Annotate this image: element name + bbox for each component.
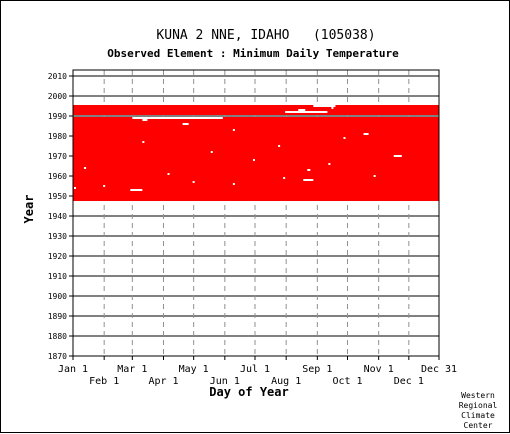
x-tick-label: Sep 1 — [302, 364, 332, 375]
y-tick-label: 2000 — [48, 92, 67, 101]
missing-data-gap — [84, 167, 87, 169]
chart-title: KUNA 2 NNE, IDAHO (105038) — [156, 28, 375, 43]
missing-data-gap — [232, 129, 235, 131]
x-tick-label: Nov 1 — [364, 364, 394, 375]
missing-data-gap — [192, 181, 195, 183]
missing-data-gap — [210, 151, 213, 153]
x-tick-label: Mar 1 — [117, 364, 147, 375]
missing-data-gap — [132, 117, 223, 119]
x-tick-label: Dec 1 — [394, 376, 424, 387]
missing-data-gap — [393, 155, 402, 157]
credit-line: Regional — [458, 401, 498, 410]
missing-data-gap — [307, 169, 311, 171]
missing-data-gap — [331, 107, 334, 109]
missing-data-gap — [373, 175, 376, 177]
y-tick-label: 1950 — [48, 192, 67, 201]
data-layer — [73, 105, 439, 201]
missing-data-gap — [313, 105, 336, 107]
x-tick-label: Aug 1 — [271, 376, 301, 387]
x-tick-label: Apr 1 — [148, 376, 178, 387]
y-tick-label: 2010 — [48, 72, 67, 81]
y-tick-label: 1970 — [48, 152, 67, 161]
x-tick-label: Feb 1 — [89, 376, 119, 387]
y-tick-label: 1960 — [48, 172, 67, 181]
y-tick-label: 1890 — [48, 312, 67, 321]
credit-line: Center — [463, 421, 493, 430]
y-tick-label: 1920 — [48, 252, 67, 261]
x-tick-label: Jan 1 — [58, 364, 88, 375]
y-tick-label: 1940 — [48, 212, 67, 221]
y-axis-label: Year — [22, 195, 36, 224]
chart-subtitle: Observed Element : Minimum Daily Tempera… — [107, 47, 399, 60]
credit-line: Climate — [461, 411, 495, 420]
x-tick-label: Jul 1 — [240, 364, 270, 375]
y-tick-label: 1870 — [48, 352, 67, 361]
y-tick-label: 1980 — [48, 132, 67, 141]
missing-data-gap — [142, 119, 148, 121]
x-tick-label: May 1 — [179, 364, 209, 375]
data-band — [73, 105, 439, 115]
x-tick-label: Jun 1 — [210, 376, 240, 387]
credit-line: Western — [461, 391, 495, 400]
wrcc-credit: Western Regional Climate Center — [449, 391, 507, 431]
x-tick-label: Oct 1 — [332, 376, 362, 387]
missing-data-gap — [130, 189, 143, 191]
missing-data-gap — [74, 187, 77, 189]
axis-layer: 1870 1880 1890 1900 1910 1920 1930 1940 1950 1960… — [48, 69, 457, 387]
missing-data-gap — [103, 185, 106, 187]
data-band — [73, 117, 439, 201]
missing-data-gap — [252, 159, 255, 161]
missing-data-gap — [167, 173, 170, 175]
missing-data-gap — [142, 141, 145, 143]
y-tick-label: 1910 — [48, 272, 67, 281]
missing-data-gap — [285, 111, 328, 113]
missing-data-gap — [343, 137, 346, 139]
missing-data-gap — [363, 133, 369, 135]
y-tick-label: 1880 — [48, 332, 67, 341]
x-tick-label: Dec 31 — [421, 364, 457, 375]
y-tick-label: 1930 — [48, 232, 67, 241]
plot-border — [72, 69, 440, 357]
missing-data-gap — [182, 123, 189, 125]
missing-data-gap — [298, 109, 306, 111]
y-tick-label: 1990 — [48, 112, 67, 121]
y-tick-label: 1900 — [48, 292, 67, 301]
x-axis-label: Day of Year — [209, 385, 288, 399]
missing-data-gap — [283, 177, 286, 179]
missing-data-gap — [328, 163, 331, 165]
missing-data-gap — [303, 179, 314, 181]
missing-data-gap — [232, 183, 235, 185]
missing-data-gap — [278, 145, 281, 147]
